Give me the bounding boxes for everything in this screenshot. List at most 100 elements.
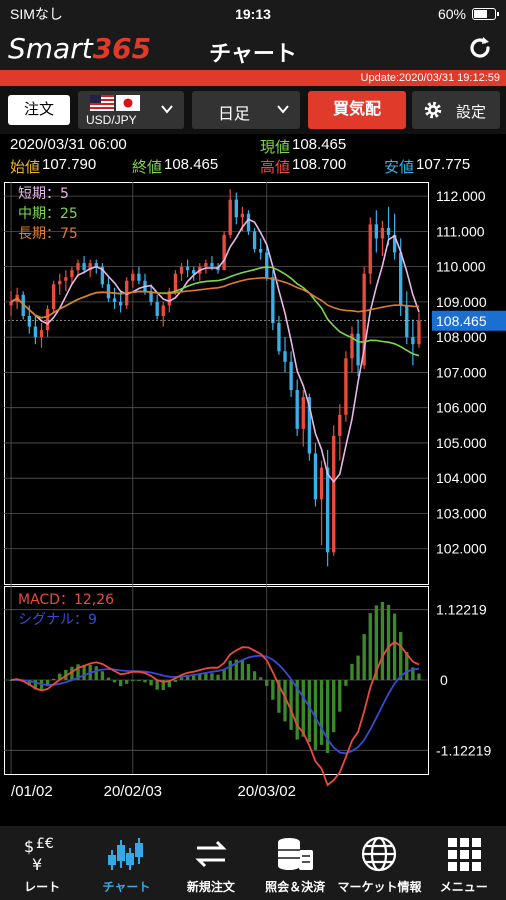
y-tick-label: -1.12219 [436, 742, 491, 758]
histogram-bar [143, 680, 147, 683]
tab-label: メニュー [439, 880, 488, 894]
candle-body [179, 266, 184, 274]
price-info: 2020/03/31 06:00 現値 108.465 始値 107.790 終… [0, 134, 506, 180]
histogram-bar [277, 680, 281, 713]
histogram-bar [70, 666, 74, 680]
us-flag-icon [90, 95, 114, 111]
tab-new-order[interactable]: 新規注文 [169, 826, 253, 900]
tab-rate[interactable]: $ £€ ¥ レート [0, 826, 84, 900]
carrier-label: SIMなし [10, 6, 63, 22]
histogram-bar [307, 680, 312, 742]
candle-body [234, 199, 238, 218]
candle-body [362, 273, 366, 366]
candle-body [332, 435, 336, 553]
x-tick-label: 20/03/02 [238, 783, 296, 800]
histogram-bar [125, 680, 129, 684]
y-tick-label: 110.000 [436, 259, 486, 275]
histogram-bar [131, 680, 135, 682]
y-tick-label: 105.000 [436, 435, 487, 451]
y-tick-label: 108.000 [436, 329, 487, 345]
histogram-bar [356, 655, 360, 680]
currency-pair-select[interactable]: USD/JPY [78, 91, 184, 129]
app-logo: Smart365 [8, 32, 152, 65]
y-tick-label: 104.000 [436, 470, 487, 486]
histogram-bar [392, 613, 397, 680]
chart-icon [108, 838, 144, 870]
candle-body [301, 397, 305, 429]
histogram-bar [368, 613, 372, 680]
candle-body [319, 467, 324, 500]
candle-body [386, 227, 391, 235]
tab-menu[interactable]: メニュー [422, 826, 506, 900]
legend-label: 中期：25 [18, 206, 78, 222]
candle-body [112, 298, 117, 302]
histogram-bar [222, 669, 226, 680]
histogram-bar [33, 680, 38, 690]
candle-body [307, 397, 312, 454]
candle-body [283, 351, 287, 362]
histogram-bar [100, 671, 105, 680]
status-bar: SIMなし 19:13 60% [0, 0, 506, 28]
histogram-bar [179, 677, 184, 680]
globe-icon [362, 836, 397, 872]
candle-body [64, 277, 68, 281]
histogram-bar [234, 659, 238, 680]
close-label: 終値 [132, 159, 163, 176]
histogram-bar [313, 680, 318, 750]
x-tick-label: /01/02 [11, 783, 53, 800]
candle-body [411, 337, 415, 345]
candle-body [70, 270, 74, 278]
chevron-down-icon [277, 105, 289, 114]
page-title: チャート [209, 41, 297, 66]
candle-body [155, 301, 159, 316]
y-tick-label: 102.000 [436, 541, 487, 557]
tab-label: マーケット情報 [337, 880, 422, 894]
y-tick-label: 1.12219 [436, 602, 487, 618]
histogram-bar [228, 660, 232, 680]
histogram-bar [216, 674, 220, 680]
candle-body [228, 199, 232, 235]
high-value: 108.700 [292, 156, 347, 173]
candle-body [149, 291, 153, 302]
price-chart[interactable]: 112.000 111.000 110.000 109.000 108.000 107.0… [4, 182, 506, 826]
candle-body [399, 252, 403, 306]
histogram-bar [106, 677, 111, 680]
tab-chart[interactable]: チャート [84, 826, 168, 900]
macd-panel-frame [4, 586, 429, 775]
histogram-bar [58, 673, 62, 680]
candle-body [192, 270, 196, 274]
chevron-down-icon [161, 105, 173, 114]
low-label: 安値 [384, 159, 415, 176]
settings-button[interactable]: 設定 [412, 91, 500, 129]
histogram-bar [319, 680, 324, 745]
candle-body [82, 263, 86, 271]
histogram-bar [362, 634, 366, 680]
settings-label: 設定 [456, 104, 487, 121]
histogram-bar [295, 680, 299, 740]
order-button[interactable]: 注文 [8, 95, 70, 125]
tab-market-info[interactable]: マーケット情報 [337, 826, 421, 900]
histogram-bar [350, 663, 354, 680]
candle-body [289, 361, 293, 391]
candle-body [374, 224, 379, 239]
histogram-bar [204, 672, 208, 680]
period-select[interactable]: 日足 [192, 91, 300, 129]
candle-body [313, 453, 318, 500]
candle-body [106, 284, 111, 299]
buy-quote-button[interactable]: 買気配 [308, 91, 406, 129]
candle-body [258, 249, 263, 253]
gear-icon [424, 101, 442, 119]
candle-body [344, 358, 348, 415]
candle-body [338, 414, 342, 436]
refresh-icon[interactable] [466, 34, 494, 62]
histogram-bar [82, 664, 86, 680]
histogram-bar [76, 664, 80, 680]
candle-body [277, 323, 281, 352]
candle-body [173, 273, 178, 292]
signal-line [10, 654, 420, 755]
legend-label: 長期：75 [18, 226, 78, 242]
tab-inquiry[interactable]: 照会＆決済 [253, 826, 337, 900]
histogram-bar [325, 680, 330, 753]
open-label: 始値 [10, 159, 41, 176]
open-value: 107.790 [42, 156, 97, 173]
